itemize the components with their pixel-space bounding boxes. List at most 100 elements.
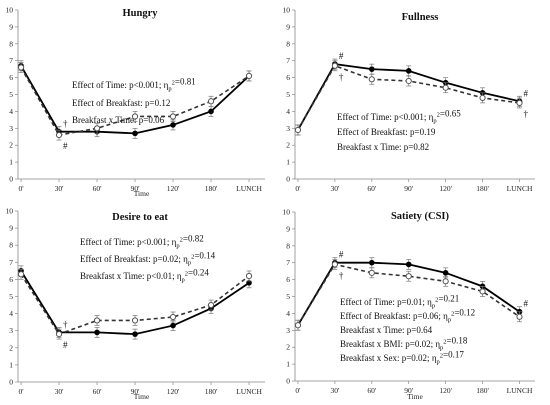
x-tick-label: 60' xyxy=(93,184,103,193)
y-tick-label: 6 xyxy=(286,73,290,82)
data-point-open xyxy=(169,313,177,321)
stats-annotation: Breakfast x BMI: p=0.02; ηp2=0.18 xyxy=(340,336,468,352)
x-tick-label: 30' xyxy=(55,387,65,396)
x-tick-label: 120' xyxy=(167,184,180,193)
x-tick-label: 90' xyxy=(131,387,141,396)
data-point-filled xyxy=(208,108,214,115)
y-tick-label: 3 xyxy=(286,124,290,133)
data-point-filled xyxy=(442,270,449,276)
y-tick-label: 4 xyxy=(286,107,290,116)
data-point-filled xyxy=(246,280,252,286)
significance-marker: # xyxy=(339,250,344,260)
significance-marker: † xyxy=(63,119,68,129)
y-tick-label: 7 xyxy=(9,258,13,267)
chart-title: Satiety (CSI) xyxy=(391,211,450,222)
y-tick-label: 5 xyxy=(286,90,290,99)
y-tick-label: 0 xyxy=(286,175,290,184)
y-tick-label: 9 xyxy=(9,22,13,31)
y-tick-label: 3 xyxy=(9,124,13,133)
y-tick-label: 1 xyxy=(9,158,13,167)
y-tick-label: 3 xyxy=(286,326,290,335)
x-tick-label: 30' xyxy=(330,386,340,395)
y-tick-label: 7 xyxy=(286,56,290,65)
x-tick-label: 180' xyxy=(476,184,489,193)
y-tick-label: 0 xyxy=(9,175,13,184)
data-point-open xyxy=(516,313,523,320)
y-tick-label: 5 xyxy=(9,292,13,301)
stats-annotation: Breakfast x Sex: p=0.02; ηp2=0.17 xyxy=(340,350,464,366)
significance-marker: # xyxy=(63,340,68,350)
stats-annotation: Breakfast x Time: p=0.64 xyxy=(340,325,433,335)
y-tick-label: 1 xyxy=(286,360,290,369)
x-tick-label: 30' xyxy=(330,184,340,193)
data-point-filled xyxy=(170,122,176,128)
data-point-open xyxy=(294,126,302,134)
data-point-open xyxy=(207,98,215,105)
y-tick-label: 7 xyxy=(286,258,290,267)
significance-marker: † xyxy=(63,319,68,329)
data-point-open xyxy=(479,288,486,295)
y-tick-label: 10 xyxy=(283,6,291,15)
y-tick-label: 5 xyxy=(286,292,290,301)
y-tick-label: 10 xyxy=(6,207,14,216)
data-point-open xyxy=(294,322,302,329)
chart-panel-1: 0 1 2 3 4 5 6 7 8 9 10 0' 30' 60' 90' 120' 180' LUNCH Time… xyxy=(6,6,265,198)
data-point-filled xyxy=(94,329,100,336)
y-tick-label: 2 xyxy=(9,141,13,150)
stats-annotation: Breakfast x Time: p=0.06 xyxy=(72,115,165,125)
y-tick-label: 3 xyxy=(9,326,13,335)
chart-panel-4: 0 1 2 3 4 5 6 7 8 9 10 0' 30' 60' 90' 120' 180' LUNCH Time… xyxy=(283,208,535,401)
data-point-open xyxy=(405,77,412,85)
data-point-open xyxy=(17,271,25,278)
data-point-open xyxy=(368,269,375,276)
x-axis-label: Time xyxy=(407,392,423,401)
significance-marker: † xyxy=(339,72,344,82)
stats-annotation: Effect of Time: p<0.001; ηp2=0.65 xyxy=(337,109,461,125)
x-tick-label: 0' xyxy=(295,386,301,395)
x-axis-label: Time xyxy=(134,189,150,198)
x-tick-label: 90' xyxy=(404,184,414,193)
y-tick-label: 8 xyxy=(286,39,290,48)
x-tick-label: 180' xyxy=(205,184,218,193)
chart-title: Fullness xyxy=(402,12,439,23)
data-point-open xyxy=(368,76,375,83)
stats-annotation: Effect of Time: p=0.01; ηp2=0.21 xyxy=(340,294,459,310)
data-point-open xyxy=(55,331,63,338)
x-tick-label: 60' xyxy=(367,184,377,193)
data-point-filled xyxy=(405,68,412,74)
x-tick-label: 90' xyxy=(404,386,414,395)
y-tick-label: 10 xyxy=(6,6,14,15)
data-point-open xyxy=(131,317,139,324)
data-point-open xyxy=(405,273,412,280)
data-point-open xyxy=(442,278,449,285)
x-tick-label: LUNCH xyxy=(507,184,533,193)
data-point-filled xyxy=(369,259,375,266)
y-tick-label: 4 xyxy=(9,309,13,318)
stats-annotation: Breakfast x Time: p=0.82 xyxy=(337,142,429,152)
data-point-open xyxy=(442,84,449,91)
y-tick-label: 10 xyxy=(283,208,291,217)
data-point-open xyxy=(93,125,101,132)
x-tick-label: 60' xyxy=(93,387,103,396)
y-tick-label: 9 xyxy=(286,22,290,31)
stats-annotation: Breakfast x Time: p<0.01; ηp2=0.24 xyxy=(80,268,209,284)
data-point-filled xyxy=(369,66,375,72)
y-tick-label: 8 xyxy=(9,39,13,48)
x-tick-label: 0' xyxy=(18,184,24,193)
x-tick-label: LUNCH xyxy=(236,387,262,396)
chart-panel-3: 0 1 2 3 4 5 6 7 8 9 10 0' 30' 60' 90' 120' 180' LUNCH Time… xyxy=(6,207,265,401)
y-tick-label: 8 xyxy=(286,241,290,250)
stats-annotation: Effect of Time: p<0.001; ηp2=0.82 xyxy=(80,234,204,250)
x-tick-label: 0' xyxy=(18,387,24,396)
data-point-open xyxy=(131,113,139,120)
significance-marker: # xyxy=(339,51,344,61)
y-tick-label: 4 xyxy=(286,309,290,318)
data-point-open xyxy=(207,301,215,309)
data-point-open xyxy=(55,131,63,139)
x-tick-label: 60' xyxy=(367,386,377,395)
x-tick-label: 120' xyxy=(439,386,452,395)
x-tick-label: 90' xyxy=(131,184,141,193)
y-tick-label: 5 xyxy=(9,90,13,99)
x-tick-label: 30' xyxy=(55,184,65,193)
x-tick-label: LUNCH xyxy=(507,386,533,395)
